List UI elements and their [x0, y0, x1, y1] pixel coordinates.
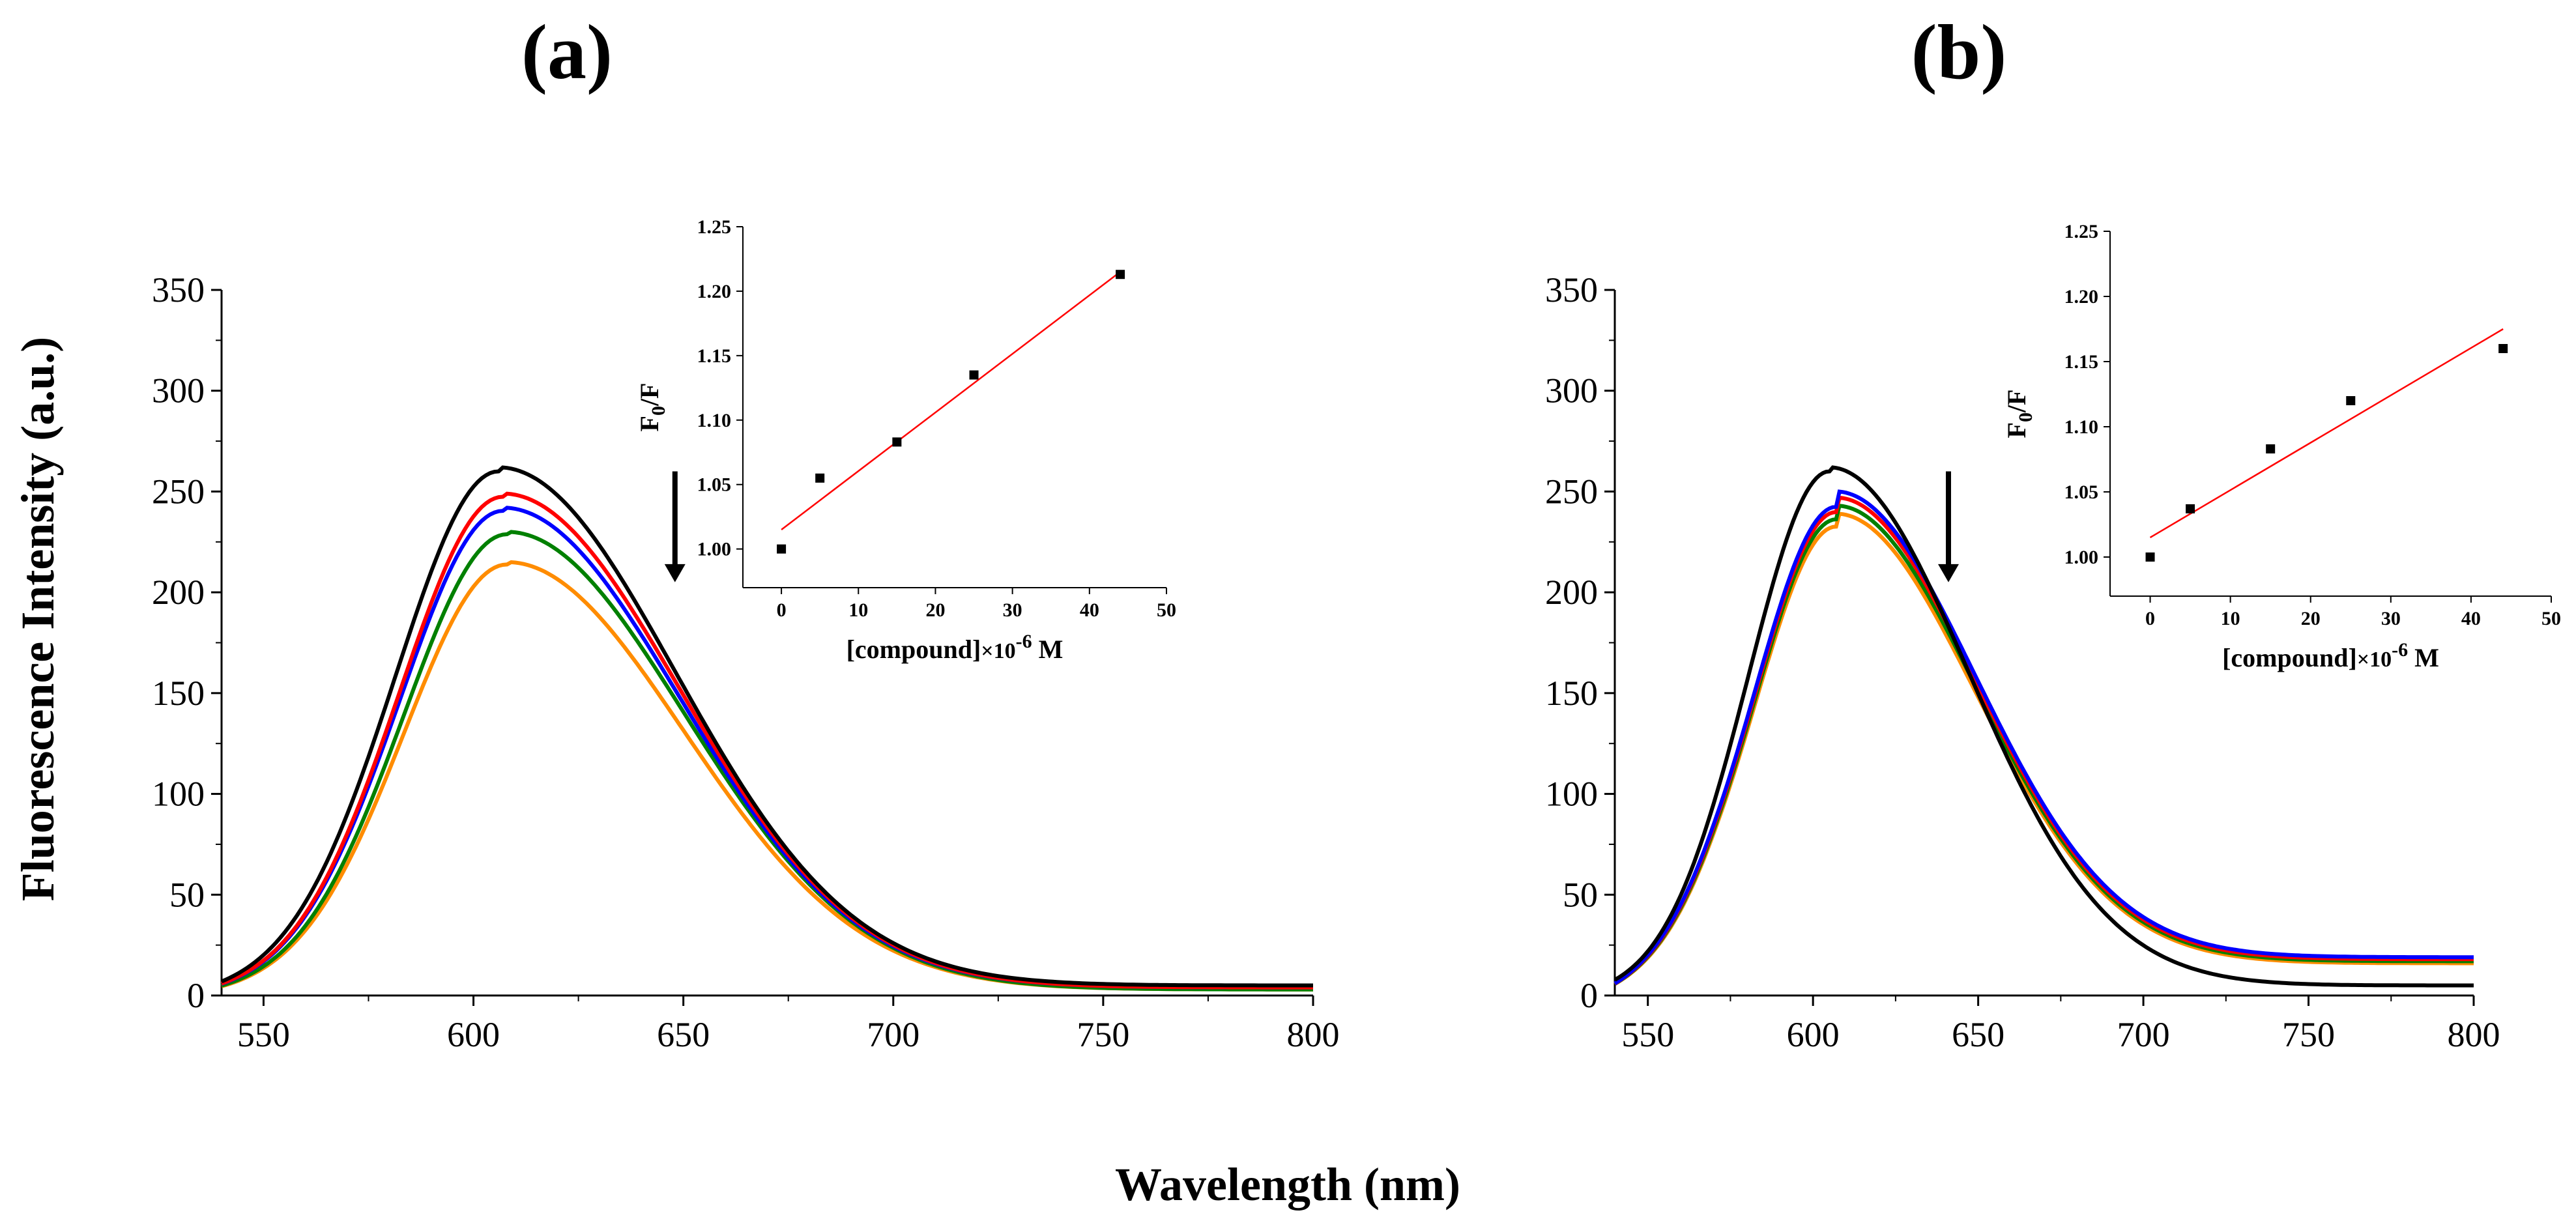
y-tick-label: 300 — [152, 371, 205, 410]
inset-y-title-main: F — [635, 416, 664, 431]
inset-x-tick-label: 30 — [2381, 608, 2401, 629]
inset-x-title-times: ×10 — [2357, 648, 2392, 672]
inset-x-title-times: ×10 — [981, 639, 1015, 663]
inset-data-point — [815, 473, 825, 483]
inset-x-tick-label: 50 — [2541, 608, 2561, 629]
x-tick-label: 750 — [2282, 1015, 2335, 1054]
x-tick-label: 700 — [2117, 1015, 2170, 1054]
y-tick-label: 300 — [1545, 371, 1598, 410]
spectrum-line — [221, 560, 1313, 992]
arrow-head — [664, 564, 686, 582]
y-tick-label: 0 — [1580, 976, 1598, 1015]
spectrum-line — [1614, 511, 2474, 986]
inset-y-title-main: F — [2002, 422, 2031, 438]
spectrum-line — [220, 506, 1313, 990]
panel-label: (b) — [1911, 8, 2007, 95]
inset-x-title-main: [compound] — [2222, 643, 2357, 672]
inset-y-tick-label: 1.10 — [2064, 416, 2099, 438]
inset-y-axis-title: F0/F — [2002, 390, 2036, 438]
panel-b: (b)550 600 650 700 750 8000501001502002503003… — [1545, 8, 2561, 1054]
shared-y-axis-title: Fluorescence Intensity (a.u.) — [12, 337, 64, 902]
inset-x-title-exp: -6 — [2392, 639, 2408, 661]
inset-data-point — [2186, 504, 2195, 513]
panel-a: (a)550 600 650 700 750 8000501001502002503003… — [152, 8, 1340, 1054]
arrow-head — [1937, 564, 1959, 582]
inset-x-title-exp: -6 — [1016, 631, 1032, 652]
inset-y-tick-label: 1.20 — [697, 281, 732, 302]
inset-x-tick-label: 40 — [1080, 599, 1099, 621]
y-tick-label: 150 — [152, 674, 205, 713]
panel-label: (a) — [521, 8, 613, 95]
x-tick-label: 700 — [867, 1015, 919, 1054]
x-tick-label: 550 — [237, 1015, 290, 1054]
inset-x-tick-label: 40 — [2461, 608, 2481, 629]
inset-data-point — [1116, 270, 1125, 279]
y-tick-label: 200 — [152, 573, 205, 612]
inset-x-tick-label: 10 — [2221, 608, 2240, 629]
inset-y-tick-label: 1.00 — [2064, 547, 2099, 568]
x-tick-label: 550 — [1621, 1015, 1674, 1054]
inset-y-tick-label: 1.05 — [697, 474, 732, 496]
inset-x-tick-label: 0 — [2145, 608, 2155, 629]
inset-x-tick-label: 0 — [777, 599, 787, 621]
y-tick-label: 50 — [169, 875, 205, 914]
inset-x-tick-label: 50 — [1157, 599, 1176, 621]
y-tick-label: 350 — [152, 270, 205, 309]
y-tick-label: 100 — [152, 775, 205, 814]
spectrum-line — [220, 465, 1313, 988]
inset-y-tick-label: 1.00 — [697, 539, 732, 560]
inset-fit-line — [2149, 328, 2504, 539]
x-tick-label: 800 — [1287, 1015, 1340, 1054]
inset-y-title-rest: /F — [635, 383, 664, 407]
inset-y-tick-label: 1.05 — [2064, 481, 2099, 503]
inset-y-tick-label: 1.25 — [2064, 221, 2099, 242]
inset-data-point — [2498, 344, 2508, 353]
x-tick-label: 600 — [1787, 1015, 1840, 1054]
inset-data-point — [892, 437, 902, 447]
inset-y-tick-label: 1.10 — [697, 410, 732, 431]
spectrum-line — [1614, 465, 2474, 988]
inset-data-point — [777, 544, 787, 554]
inset-x-axis-title: [compound]×10-6 M — [2222, 639, 2439, 672]
inset-y-axis-title: F0/F — [635, 383, 669, 432]
x-tick-label: 800 — [2448, 1015, 2500, 1054]
inset-y-title-sub: 0 — [2015, 412, 2036, 422]
inset-fit-line — [781, 271, 1121, 530]
inset-y-title-sub: 0 — [648, 406, 669, 416]
y-tick-label: 250 — [152, 472, 205, 511]
inset-x-tick-label: 20 — [2301, 608, 2321, 629]
inset-x-tick-label: 20 — [925, 599, 945, 621]
x-tick-label: 750 — [1077, 1015, 1129, 1054]
inset-x-axis-title: [compound]×10-6 M — [847, 631, 1064, 664]
inset-y-tick-label: 1.15 — [2064, 351, 2099, 373]
y-tick-label: 50 — [1563, 875, 1598, 914]
inset-x-tick-label: 30 — [1003, 599, 1022, 621]
y-tick-label: 200 — [1545, 573, 1598, 612]
inset-x-title-main: [compound] — [847, 635, 981, 664]
x-tick-label: 650 — [1952, 1015, 2004, 1054]
inset-data-point — [2266, 444, 2276, 453]
inset-data-point — [969, 370, 979, 380]
x-tick-label: 650 — [657, 1015, 710, 1054]
x-tick-label: 600 — [447, 1015, 500, 1054]
inset-y-tick-label: 1.15 — [697, 345, 732, 367]
y-tick-label: 150 — [1545, 674, 1598, 713]
inset-data-point — [2145, 552, 2155, 562]
inset-y-title-rest: /F — [2002, 390, 2031, 414]
spectrum-line — [1614, 489, 2474, 986]
inset-x-title-unit: M — [2408, 643, 2439, 672]
inset-y-tick-label: 1.20 — [2064, 286, 2099, 308]
y-tick-label: 0 — [187, 976, 205, 1015]
y-tick-label: 250 — [1545, 472, 1598, 511]
inset-y-tick-label: 1.25 — [697, 216, 732, 238]
inset-data-point — [2346, 396, 2356, 405]
inset-x-tick-label: 10 — [848, 599, 868, 621]
shared-x-axis-title: Wavelength (nm) — [1115, 1158, 1460, 1211]
spectrum-line — [221, 530, 1313, 992]
inset-x-title-unit: M — [1032, 635, 1064, 664]
y-tick-label: 350 — [1545, 270, 1598, 309]
y-tick-label: 100 — [1545, 775, 1598, 814]
